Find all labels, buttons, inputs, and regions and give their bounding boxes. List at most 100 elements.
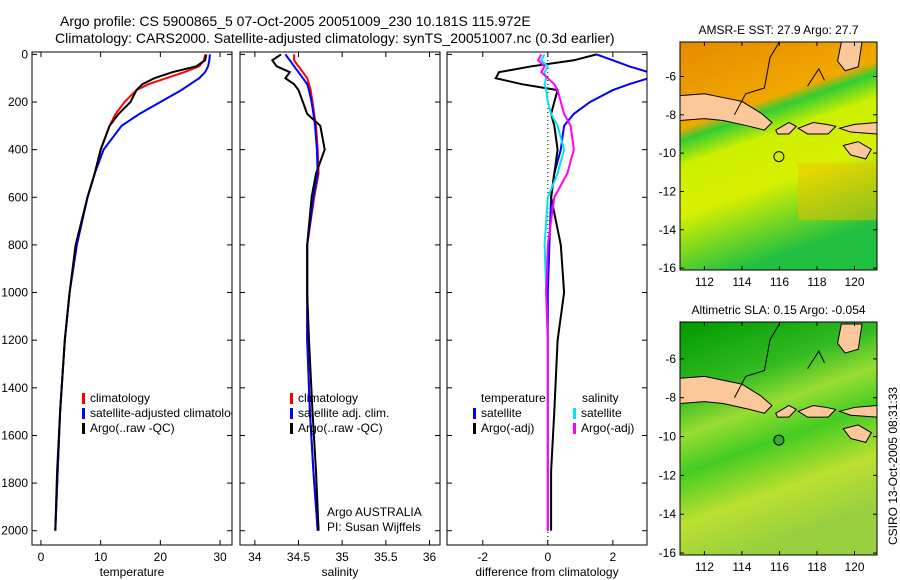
lat-tick-label: -12 [659, 184, 677, 198]
land-polygon [842, 424, 873, 443]
y-tick-label: 600 [8, 190, 28, 204]
lat-tick-label: -14 [659, 507, 677, 521]
map-title: Altimetric SLA: 0.15 Argo: -0.054 [691, 303, 865, 317]
legend-label: Argo(..raw -QC) [298, 421, 383, 435]
legend-label: Argo(-adj) [481, 421, 534, 435]
series-line-argo-raw-qc- [270, 53, 326, 531]
lat-tick-label: -16 [659, 261, 677, 275]
legend-label: climatology [298, 391, 358, 405]
series-line-temperature-satellite [546, 53, 647, 531]
x-tick-label: 10 [94, 550, 108, 564]
map-title: AMSR-E SST: 27.9 Argo: 27.7 [698, 23, 858, 37]
profile-panel-2: 34 34.5 35 35.5 36 salinity climatologysatelli… [239, 51, 441, 579]
y-tick-label: 0 [21, 47, 28, 61]
lat-tick-label: -12 [659, 468, 677, 482]
legend-label: climatology [90, 391, 150, 405]
x-tick-label: 36 [423, 550, 437, 564]
warm-patch [798, 162, 877, 221]
series-line-salinity-argo-adj- [536, 53, 575, 531]
legend-swatch [473, 423, 476, 434]
x-axis-label: salinity [322, 565, 359, 579]
lat-tick-label: -14 [659, 223, 677, 237]
land-polygon [775, 121, 798, 135]
coastline [807, 67, 825, 87]
coastline [733, 323, 780, 398]
legend-swatch [573, 423, 576, 434]
land-polygon [842, 141, 873, 160]
footer-stamp: CSIRO 13-Oct-2005 08:31:33 [886, 387, 900, 545]
legend-label: satellite [581, 406, 622, 420]
land-polygon [797, 404, 837, 418]
y-tick-label: 1000 [1, 286, 28, 300]
legend-swatch [290, 393, 293, 404]
series-line-satellite-adjusted-climatology [54, 54, 211, 531]
legend-swatch [473, 408, 476, 419]
map-frame [679, 321, 878, 556]
land-polygon [680, 93, 773, 131]
y-tick-label: 1200 [1, 333, 28, 347]
lat-tick-label: -10 [659, 146, 677, 160]
lat-tick-label: -6 [665, 352, 676, 366]
lon-tick-label: 118 [807, 275, 826, 289]
land-polygon [837, 121, 877, 135]
lon-tick-label: 118 [807, 560, 826, 574]
annotation-text: Argo AUSTRALIA [327, 505, 422, 519]
land-polygon [837, 404, 877, 418]
legend-swatch [82, 423, 85, 434]
x-tick-label: 2 [610, 550, 617, 564]
coastline [733, 42, 780, 116]
x-tick-label: 30 [213, 550, 227, 564]
legend-label: satellite-adjusted climatology [90, 406, 243, 420]
map-panel-1: AMSR-E SST: 27.9 Argo: 27.7 112 114 116 118 1… [659, 23, 878, 289]
y-tick-label: 2000 [1, 524, 28, 538]
y-tick-label: 400 [8, 143, 28, 157]
map-frame [679, 41, 878, 271]
series-line-temperature-argo-adj- [494, 53, 597, 531]
lon-tick-label: 120 [844, 275, 864, 289]
lat-tick-label: -16 [659, 546, 677, 560]
land-polygon [837, 323, 863, 354]
x-axis-label: temperature [100, 565, 165, 579]
x-tick-label: 0 [38, 550, 45, 564]
series-line-climatology [54, 54, 207, 531]
legend-header: temperature [481, 391, 546, 405]
lon-tick-label: 112 [695, 560, 714, 574]
land-polygon [837, 42, 863, 72]
plot-frame [239, 51, 441, 546]
lat-tick-label: -6 [665, 69, 676, 83]
lat-tick-label: -8 [665, 391, 676, 405]
lon-tick-label: 120 [844, 560, 864, 574]
lat-tick-label: -8 [665, 108, 676, 122]
legend-label: Argo(-adj) [581, 421, 634, 435]
x-tick-label: 34.5 [287, 550, 311, 564]
x-tick-label: 35.5 [374, 550, 398, 564]
lon-tick-label: 114 [732, 275, 751, 289]
legend-swatch [573, 408, 576, 419]
x-axis-label: difference from climatology [475, 565, 618, 579]
legend-label: satellite adj. clim. [298, 406, 389, 420]
x-tick-label: -2 [477, 550, 488, 564]
legend-swatch [82, 408, 85, 419]
lon-tick-label: 112 [695, 275, 714, 289]
y-tick-label: 200 [8, 95, 28, 109]
map-panel-2: Altimetric SLA: 0.15 Argo: -0.054 112 114 1… [659, 303, 878, 574]
land-polygon [775, 404, 798, 418]
legend-swatch [290, 423, 293, 434]
series-line-satellite-adj-clim- [284, 53, 319, 531]
map-field [680, 42, 877, 270]
land-polygon [797, 121, 837, 135]
lon-tick-label: 114 [732, 560, 751, 574]
legend-header: salinity [582, 391, 619, 405]
legend-swatch [290, 408, 293, 419]
legend-label: Argo(..raw -QC) [90, 421, 175, 435]
plot-frame [446, 51, 648, 546]
title-line-2: Climatology: CARS2000. Satellite-adjuste… [55, 30, 615, 46]
argo-position-marker [773, 151, 785, 163]
annotation-text: PI: Susan Wijffels [327, 520, 421, 534]
y-tick-label: 1400 [1, 381, 28, 395]
legend-swatch [82, 393, 85, 404]
lon-tick-label: 116 [770, 560, 789, 574]
